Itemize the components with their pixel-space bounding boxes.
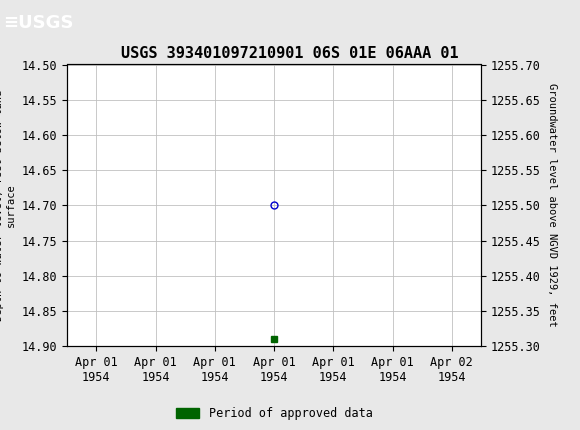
Y-axis label: Groundwater level above NGVD 1929, feet: Groundwater level above NGVD 1929, feet (546, 83, 557, 327)
Y-axis label: Depth to water level, feet below land
surface: Depth to water level, feet below land su… (0, 90, 16, 321)
Text: USGS 393401097210901 06S 01E 06AAA 01: USGS 393401097210901 06S 01E 06AAA 01 (121, 46, 459, 61)
Legend: Period of approved data: Period of approved data (171, 402, 377, 425)
Text: ≡USGS: ≡USGS (3, 14, 74, 31)
